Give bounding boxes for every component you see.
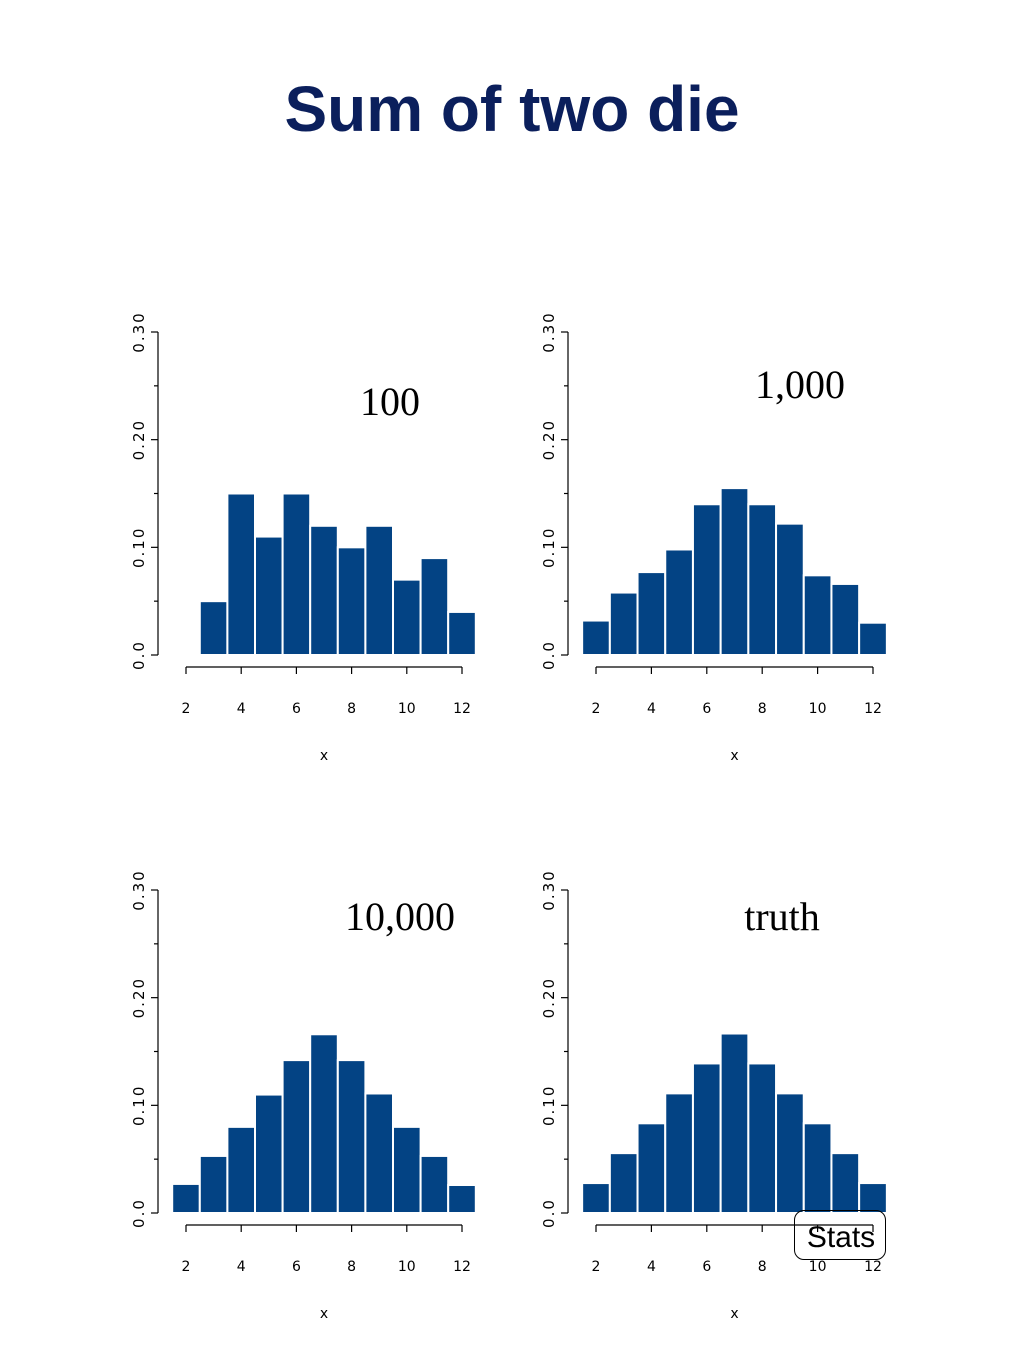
x-axis-label: x: [730, 1306, 738, 1322]
x-tick-label: 6: [292, 701, 301, 717]
histogram-bar: [254, 1093, 284, 1214]
x-tick-label: 8: [758, 1259, 767, 1275]
histogram-bar: [775, 1092, 805, 1214]
x-tick-label: 6: [292, 1259, 301, 1275]
x-tick-label: 2: [592, 1259, 601, 1275]
histogram-bar: [747, 503, 778, 656]
histogram-bar: [719, 487, 750, 656]
histogram-bar: [830, 1152, 861, 1214]
x-tick-label: 4: [237, 701, 246, 717]
histogram-bar: [747, 1062, 778, 1215]
histogram-bar: [608, 591, 639, 657]
panel-label: truth: [744, 894, 820, 939]
x-tick-label: 10: [398, 1259, 416, 1275]
histogram-bar: [364, 524, 394, 656]
histogram-bar: [636, 1122, 667, 1215]
y-tick-label: 0.10: [130, 1085, 148, 1126]
y-tick-label: 0.20: [540, 977, 558, 1018]
histogram-bar: [392, 578, 422, 657]
histogram-bar: [419, 1154, 450, 1214]
y-tick-label: 0.0: [540, 1198, 558, 1228]
histogram-bar: [830, 582, 861, 656]
y-tick-label: 0.30: [540, 311, 558, 352]
panel-label: 1,000: [755, 362, 845, 407]
histogram-bar: [858, 1182, 888, 1215]
stats-badge: Stats: [794, 1210, 886, 1260]
y-tick-label: 0.0: [130, 1198, 148, 1228]
x-tick-label: 6: [702, 701, 711, 717]
x-tick-label: 10: [398, 701, 416, 717]
page-title: Sum of two die: [284, 73, 740, 145]
histogram-bar: [226, 1125, 256, 1215]
histogram-bar: [281, 492, 312, 656]
histogram-bar: [254, 535, 284, 656]
x-axis-label: x: [320, 748, 328, 764]
x-tick-label: 12: [864, 1259, 882, 1275]
x-tick-label: 4: [647, 1259, 656, 1275]
x-tick-label: 12: [453, 1259, 471, 1275]
histogram-bar: [447, 610, 477, 657]
x-axis-label: x: [320, 1306, 328, 1322]
panel-label: 100: [360, 379, 420, 424]
histogram-bar: [691, 503, 722, 656]
histogram-bar: [419, 557, 450, 656]
histogram-bar: [581, 619, 611, 657]
y-tick-label: 0.30: [130, 311, 148, 352]
y-tick-label: 0.30: [540, 869, 558, 910]
y-tick-label: 0.30: [130, 869, 148, 910]
histogram-bar: [636, 571, 667, 657]
y-tick-label: 0.0: [540, 640, 558, 670]
y-tick-label: 0.20: [130, 419, 148, 460]
x-tick-label: 10: [809, 1259, 827, 1275]
histogram-bar: [364, 1092, 394, 1214]
y-tick-label: 0.10: [540, 1085, 558, 1126]
y-tick-label: 0.10: [540, 527, 558, 568]
histogram-bar: [336, 546, 367, 656]
x-tick-label: 2: [592, 701, 601, 717]
x-tick-label: 10: [809, 701, 827, 717]
stats-badge-label: Stats: [806, 1221, 876, 1254]
histogram-bar: [309, 1033, 339, 1214]
x-axis-label: x: [730, 748, 738, 764]
histogram-panel-4: 0.0 0.10 0.20 0.30 2 4 6 8 10 12 x truth: [540, 869, 888, 1322]
histogram-bar: [281, 1059, 312, 1214]
histogram-bar: [719, 1032, 750, 1214]
y-tick-label: 0.10: [130, 527, 148, 568]
x-tick-label: 4: [237, 1259, 246, 1275]
x-tick-label: 6: [702, 1259, 711, 1275]
histogram-bar: [336, 1059, 367, 1214]
x-tick-label: 8: [758, 701, 767, 717]
histogram-panel-2: 0.0 0.10 0.20 0.30 2 4 6 8 10 12 x 1,000: [540, 311, 888, 764]
panel-label: 10,000: [345, 894, 455, 939]
x-tick-label: 8: [347, 1259, 356, 1275]
histogram-bar: [858, 621, 888, 657]
histogram-bar: [802, 1122, 833, 1215]
x-tick-label: 8: [347, 701, 356, 717]
y-tick-label: 0.20: [130, 977, 148, 1018]
histogram-bar: [775, 522, 805, 656]
x-tick-label: 2: [182, 701, 191, 717]
y-tick-label: 0.20: [540, 419, 558, 460]
histogram-bar: [198, 600, 229, 657]
histogram-bar: [198, 1154, 229, 1214]
x-tick-label: 12: [864, 701, 882, 717]
histogram-panel-3: 0.0 0.10 0.20 0.30 2 4 6 8 10 12 x 10,000: [130, 869, 477, 1322]
histogram-bar: [226, 492, 256, 656]
histogram-bar: [664, 548, 694, 657]
histogram-bar: [581, 1182, 611, 1215]
histogram-bar: [608, 1152, 639, 1214]
histogram-bar: [447, 1184, 477, 1215]
histogram-bar: [171, 1182, 201, 1215]
histogram-panel-1: 0.0 0.10 0.20 0.30 2 4 6 8 10 12 x 100: [130, 311, 477, 764]
histogram-bar: [802, 574, 833, 656]
x-tick-label: 4: [647, 701, 656, 717]
y-tick-label: 0.0: [130, 640, 148, 670]
histogram-bar: [664, 1092, 694, 1214]
histogram-bar: [392, 1125, 422, 1215]
histogram-bar: [691, 1062, 722, 1215]
x-tick-label: 12: [453, 701, 471, 717]
histogram-bar: [309, 524, 339, 656]
x-tick-label: 2: [182, 1259, 191, 1275]
